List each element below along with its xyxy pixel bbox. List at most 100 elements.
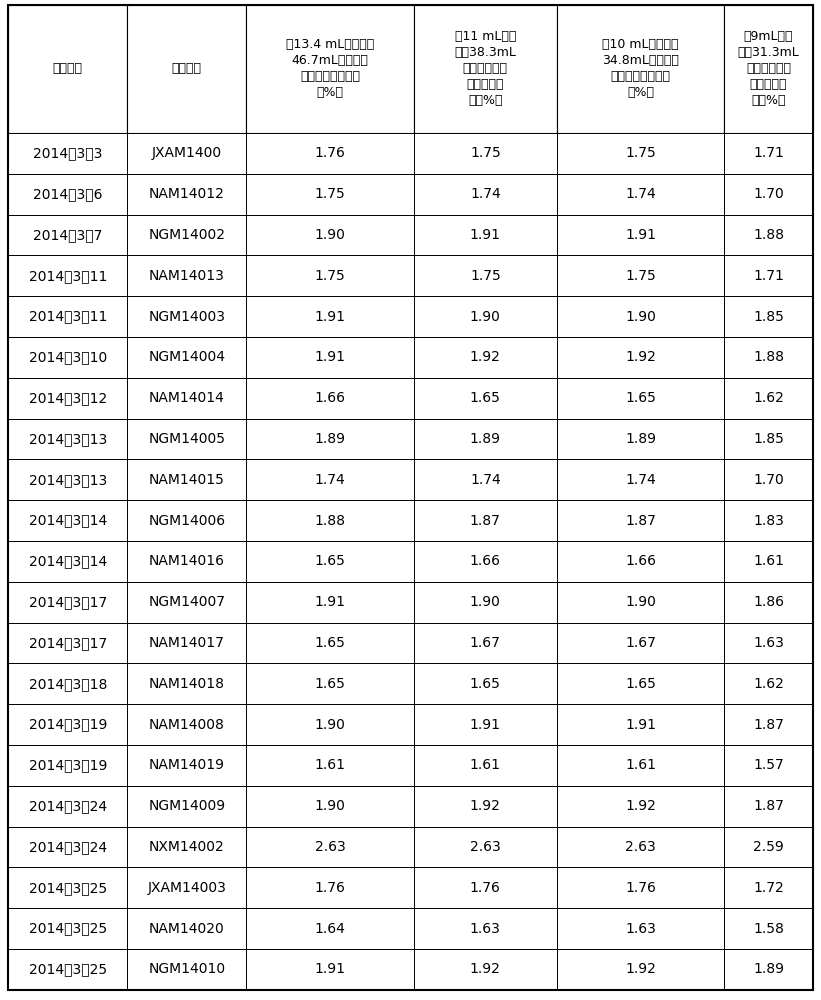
Text: 1.61: 1.61 [314, 758, 346, 772]
Bar [246, 378, 414, 419]
Text: 2014．3．13: 2014．3．13 [29, 432, 107, 446]
Bar [414, 296, 557, 337]
Bar [127, 623, 246, 663]
Text: NGM14009: NGM14009 [149, 799, 226, 813]
Text: 1.76: 1.76 [470, 881, 501, 895]
Text: 1.90: 1.90 [314, 228, 346, 242]
Text: 2014．3．10: 2014．3．10 [29, 350, 107, 364]
Bar [724, 133, 813, 174]
Bar [246, 5, 414, 133]
Bar [246, 867, 414, 908]
Text: NGM14007: NGM14007 [149, 595, 225, 609]
Text: 1.76: 1.76 [625, 881, 656, 895]
Text: 2014．3．25: 2014．3．25 [29, 962, 107, 976]
Text: 1.63: 1.63 [753, 636, 784, 650]
Text: 1.87: 1.87 [470, 514, 501, 528]
Text: 1.91: 1.91 [314, 595, 346, 609]
Bar [127, 745, 246, 786]
Text: NAM14020: NAM14020 [149, 922, 225, 936]
Text: 1.90: 1.90 [470, 310, 501, 324]
Text: 1.65: 1.65 [314, 677, 346, 691]
Bar [414, 541, 557, 582]
Text: 1.61: 1.61 [625, 758, 656, 772]
Bar [724, 827, 813, 867]
Text: 2014．3．11: 2014．3．11 [29, 310, 107, 324]
Text: 2014．3．6: 2014．3．6 [33, 187, 103, 201]
Bar [127, 908, 246, 949]
Bar [8, 174, 127, 215]
Bar [557, 419, 724, 459]
Bar [724, 867, 813, 908]
Bar [8, 459, 127, 500]
Bar [8, 296, 127, 337]
Bar [127, 582, 246, 623]
Text: 加9mL浓硫
酸、31.3mL
氮氧化钓时，
总氮检测结
果（%）: 加9mL浓硫 酸、31.3mL 氮氧化钓时， 总氮检测结 果（%） [737, 30, 800, 107]
Text: 1.75: 1.75 [470, 146, 501, 160]
Bar [724, 541, 813, 582]
Text: 1.92: 1.92 [625, 799, 656, 813]
Text: 1.66: 1.66 [625, 554, 656, 568]
Bar [8, 133, 127, 174]
Bar [246, 949, 414, 990]
Bar [414, 133, 557, 174]
Bar [246, 704, 414, 745]
Text: 1.90: 1.90 [314, 799, 346, 813]
Text: 1.62: 1.62 [753, 391, 784, 405]
Text: 1.65: 1.65 [625, 677, 656, 691]
Bar [724, 623, 813, 663]
Bar [8, 623, 127, 663]
Bar [246, 419, 414, 459]
Text: 1.75: 1.75 [314, 187, 346, 201]
Bar [557, 500, 724, 541]
Text: 2014．3．19: 2014．3．19 [29, 718, 107, 732]
Text: 1.74: 1.74 [470, 187, 501, 201]
Bar [414, 337, 557, 378]
Bar [724, 949, 813, 990]
Bar [557, 949, 724, 990]
Text: 1.91: 1.91 [314, 310, 346, 324]
Bar [246, 174, 414, 215]
Bar [127, 786, 246, 827]
Text: 1.90: 1.90 [470, 595, 501, 609]
Text: 1.90: 1.90 [625, 310, 656, 324]
Bar [246, 582, 414, 623]
Bar [557, 296, 724, 337]
Bar [557, 541, 724, 582]
Text: NAM14018: NAM14018 [149, 677, 225, 691]
Text: NGM14006: NGM14006 [149, 514, 226, 528]
Text: 1.63: 1.63 [625, 922, 656, 936]
Text: 1.91: 1.91 [470, 228, 501, 242]
Text: 1.65: 1.65 [470, 391, 501, 405]
Text: 1.91: 1.91 [625, 228, 656, 242]
Text: NAM14016: NAM14016 [149, 554, 225, 568]
Text: NAM14008: NAM14008 [149, 718, 225, 732]
Text: 1.64: 1.64 [314, 922, 346, 936]
Bar [246, 337, 414, 378]
Text: 1.65: 1.65 [625, 391, 656, 405]
Text: 1.75: 1.75 [314, 269, 346, 283]
Bar [414, 459, 557, 500]
Bar [724, 255, 813, 296]
Text: NGM14004: NGM14004 [149, 350, 225, 364]
Bar [724, 419, 813, 459]
Bar [127, 215, 246, 255]
Text: 1.85: 1.85 [753, 432, 784, 446]
Bar [724, 337, 813, 378]
Text: 1.91: 1.91 [314, 350, 346, 364]
Bar [724, 745, 813, 786]
Text: 加10 mL浓硫酸、
34.8mL氮氧化钓
时，总氮检测结果
（%）: 加10 mL浓硫酸、 34.8mL氮氧化钓 时，总氮检测结果 （%） [602, 38, 679, 100]
Bar [724, 786, 813, 827]
Bar [724, 582, 813, 623]
Bar [8, 215, 127, 255]
Bar [246, 786, 414, 827]
Bar [246, 623, 414, 663]
Text: 1.74: 1.74 [626, 187, 656, 201]
Text: 2014．3．14: 2014．3．14 [29, 514, 107, 528]
Text: 2014．3．19: 2014．3．19 [29, 758, 107, 772]
Bar [8, 337, 127, 378]
Text: 1.92: 1.92 [625, 962, 656, 976]
Bar [414, 786, 557, 827]
Text: 1.71: 1.71 [753, 269, 784, 283]
Text: 1.72: 1.72 [753, 881, 784, 895]
Bar [724, 500, 813, 541]
